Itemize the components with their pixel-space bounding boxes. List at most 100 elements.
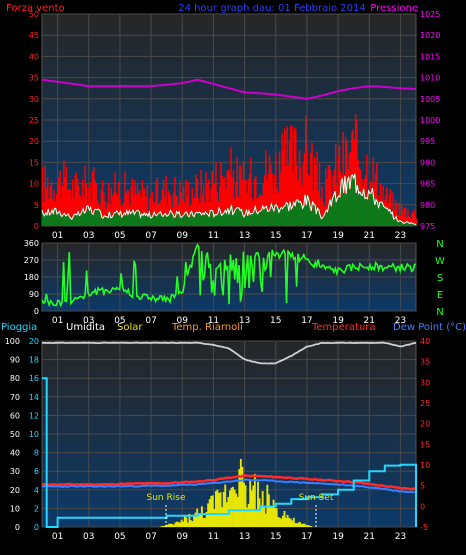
wind-avg-bar [95, 209, 98, 226]
wind-gust-bar [408, 216, 410, 226]
solar-bar [207, 503, 210, 527]
wind-avg-bar [336, 202, 338, 226]
wind-avg-bar [388, 210, 391, 226]
y-tick-label: 20 [10, 486, 20, 495]
wind-avg-bar [361, 194, 363, 226]
wind-avg-bar [286, 202, 288, 226]
wind-avg-bar [246, 209, 248, 226]
wind-avg-bar [408, 222, 410, 226]
wind-avg-bar [90, 207, 93, 226]
wind-avg-bar [146, 213, 149, 226]
wind-gust-bar [50, 181, 53, 226]
wind-gust-bar [229, 174, 231, 226]
x-tick-label: 21 [364, 532, 375, 542]
wind-avg-bar [192, 215, 195, 226]
wind-avg-bar [281, 207, 283, 226]
wind-avg-bar [272, 207, 275, 226]
wind-gust-bar [181, 198, 184, 226]
wind-avg-bar [333, 195, 336, 226]
wind-avg-bar [232, 214, 235, 226]
wind-avg-bar [401, 221, 403, 226]
wind-avg-bar [65, 216, 68, 226]
wind-gust-bar [278, 151, 281, 226]
wind-avg-bar [295, 205, 297, 226]
wind-avg-bar [129, 210, 131, 226]
y-tick-label: 50 [29, 10, 39, 19]
wind-gust-bar [236, 156, 238, 226]
solar-bar [188, 513, 191, 527]
wind-avg-bar [68, 213, 70, 226]
wind-gust-bar [205, 172, 207, 226]
wind-gust-bar [306, 144, 308, 226]
wind-avg-bar [152, 215, 155, 226]
solar-bar [285, 517, 287, 527]
compass-label: N [436, 239, 443, 250]
wind-avg-bar [291, 208, 293, 226]
wind-gust-bar [101, 180, 104, 226]
rain-tick-label: 4 [34, 486, 39, 495]
wind-avg-bar [287, 203, 290, 226]
x-tick-label: 23 [395, 532, 406, 542]
wind-avg-bar [326, 210, 328, 226]
rain-tick-label: 6 [34, 467, 39, 476]
wind-avg-bar [391, 213, 393, 226]
dewpoint-label: Dew Point (°C) [393, 322, 466, 333]
wind-avg-bar [376, 199, 378, 226]
sunrise-label: Sun Rise [147, 493, 186, 503]
wind-gust-bar [84, 165, 86, 226]
solar-bar [255, 509, 258, 527]
wind-avg-line [41, 173, 417, 225]
wind-gust-bar [313, 157, 316, 226]
wind-gust-bar [131, 178, 134, 226]
wind-avg-bar [172, 214, 175, 226]
wind-gust-bar [85, 182, 88, 226]
wind-avg-bar [316, 214, 318, 226]
solar-bar [288, 517, 291, 527]
solar-bar [253, 473, 256, 527]
direction-panel-grid [42, 242, 416, 312]
wind-avg-bar [328, 206, 331, 226]
y-tick-label: 30 [10, 467, 20, 476]
wind-avg-bar [135, 212, 137, 226]
wind-gust-bar [201, 194, 204, 226]
wind-gust-bar [329, 170, 332, 226]
x-tick-label: 23 [395, 231, 406, 241]
wind-avg-bar [276, 204, 278, 226]
wind-gust-bar [146, 184, 149, 226]
wind-gust-bar [290, 125, 292, 226]
rain-line [42, 377, 417, 528]
wind-gust-bar [242, 161, 245, 226]
wind-avg-bar [324, 213, 327, 226]
wind-gust-bar [94, 180, 96, 226]
wind-avg-bar [226, 212, 228, 226]
x-tick-label: 19 [332, 532, 344, 542]
wind-avg-bar [323, 215, 326, 226]
wind-avg-bar [219, 208, 221, 226]
wind-avg-bar [70, 218, 73, 226]
wind-avg-bar [332, 198, 334, 226]
wind-gust-bar [275, 153, 277, 226]
wind-avg-bar [337, 198, 339, 226]
direction-panel-axes: 0 90 180 270 360 01 03 05 07 09 11 13 15 17 19 21 23 [24, 239, 406, 326]
wind-avg-bar [292, 206, 295, 226]
wind-gust-bar [258, 193, 261, 226]
wind-avg-bar [409, 223, 412, 226]
wind-gust-bar [81, 179, 84, 226]
wind-avg-bar [273, 210, 276, 226]
wind-avg-bar [101, 217, 104, 226]
wind-avg-bar [348, 176, 351, 226]
y-tick-label: 25 [29, 116, 39, 125]
wind-avg-bar [393, 219, 396, 226]
x-tick-label: 09 [177, 231, 189, 241]
wind-avg-bar [212, 210, 215, 226]
y-tick-label: 10 [420, 461, 430, 470]
wind-gust-bar [180, 192, 182, 226]
wind-avg-bar [171, 212, 174, 226]
wind-gust-bar [273, 174, 276, 226]
wind-gust-bar [230, 147, 232, 226]
wind-avg-bar [407, 221, 409, 226]
wind-gust-bar [300, 166, 302, 226]
wind-gust-bar [235, 181, 237, 226]
wind-gust-bar [374, 173, 377, 226]
wind-gust-bar [402, 210, 404, 226]
